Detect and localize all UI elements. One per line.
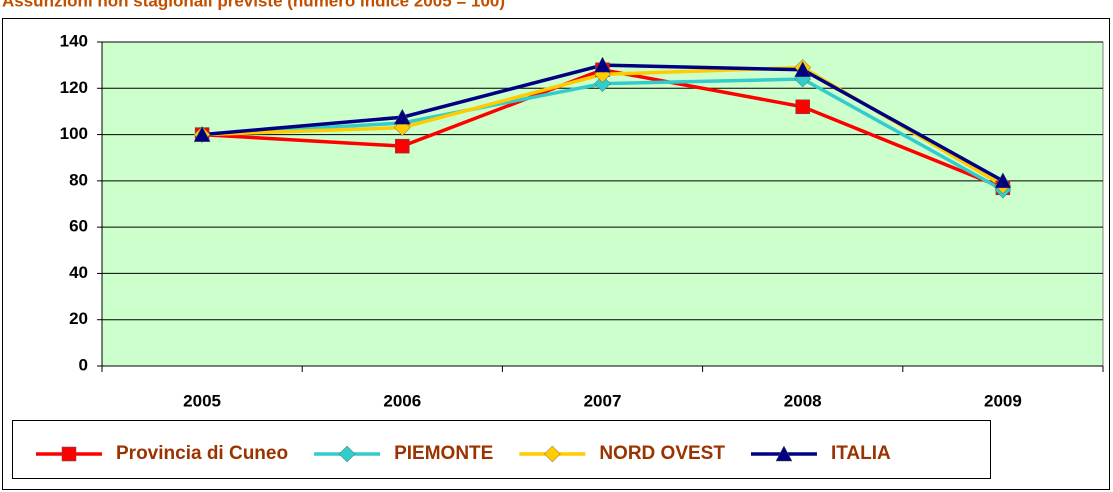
- y-tick-label: 140: [60, 31, 88, 50]
- y-tick-label: 80: [69, 170, 88, 189]
- legend-label: Provincia di Cuneo: [116, 443, 288, 464]
- x-tick-label: 2008: [784, 391, 822, 410]
- y-tick-label: 20: [69, 309, 88, 328]
- y-tick-label: 120: [60, 78, 88, 97]
- legend-marker: [338, 445, 356, 463]
- plot-area: [101, 41, 1104, 367]
- point-marker: [594, 56, 611, 73]
- y-tick-label: 0: [79, 355, 88, 374]
- y-tick-label: 60: [69, 217, 88, 236]
- point-marker: [994, 172, 1012, 189]
- legend-marker: [61, 446, 77, 462]
- point-marker: [594, 75, 611, 93]
- x-tick-label: 2005: [183, 391, 221, 410]
- legend-marker: [543, 445, 561, 463]
- x-tick-label: 2006: [383, 391, 421, 410]
- point-marker: [794, 61, 812, 78]
- legend-box: [12, 420, 991, 479]
- point-marker: [795, 99, 810, 115]
- legend-label: PIEMONTE: [394, 443, 493, 464]
- legend-label: ITALIA: [831, 443, 891, 464]
- point-marker: [395, 138, 410, 154]
- legend-marker: [775, 445, 793, 462]
- point-marker: [193, 126, 211, 142]
- legend-label: NORD OVEST: [599, 443, 725, 464]
- chart-title: Assunzioni non stagionali previste (nume…: [2, 0, 505, 10]
- y-tick-label: 40: [69, 263, 88, 282]
- y-tick-label: 100: [60, 124, 88, 143]
- point-marker: [393, 108, 411, 125]
- x-tick-label: 2009: [984, 391, 1022, 410]
- x-tick-label: 2007: [584, 391, 622, 410]
